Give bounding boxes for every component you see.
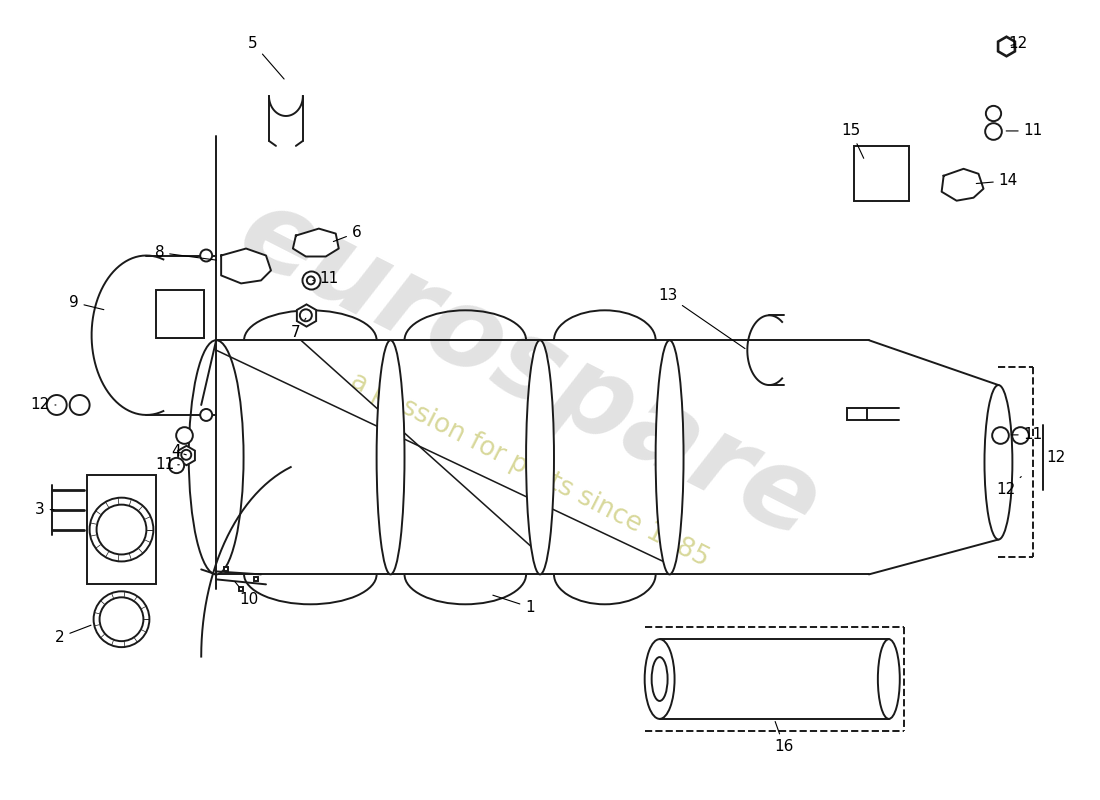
- Text: 12: 12: [997, 477, 1021, 497]
- Text: 3: 3: [35, 502, 54, 517]
- Circle shape: [47, 395, 67, 415]
- Text: eurospare: eurospare: [222, 178, 838, 562]
- Bar: [854, 146, 909, 201]
- Circle shape: [200, 250, 212, 262]
- Text: a passion for parts since 1985: a passion for parts since 1985: [346, 368, 714, 572]
- Text: 12: 12: [1046, 450, 1066, 466]
- Text: 4: 4: [172, 444, 186, 459]
- Ellipse shape: [645, 639, 674, 719]
- Ellipse shape: [189, 340, 243, 574]
- Text: 13: 13: [658, 288, 745, 349]
- Circle shape: [182, 450, 191, 460]
- Ellipse shape: [651, 657, 668, 701]
- Text: 14: 14: [977, 174, 1018, 188]
- Text: 11: 11: [1006, 123, 1043, 138]
- Text: 9: 9: [69, 295, 103, 310]
- Polygon shape: [221, 249, 271, 283]
- Text: 1: 1: [493, 595, 535, 614]
- Circle shape: [200, 409, 212, 421]
- Text: 15: 15: [842, 123, 864, 158]
- Circle shape: [97, 505, 146, 554]
- Text: 10: 10: [234, 582, 258, 607]
- Text: 6: 6: [333, 225, 362, 242]
- Text: 7: 7: [292, 318, 306, 340]
- Bar: [156, 290, 205, 338]
- Bar: [847, 408, 867, 420]
- Polygon shape: [293, 229, 339, 257]
- Text: 2: 2: [55, 626, 91, 645]
- Ellipse shape: [656, 340, 683, 574]
- Circle shape: [307, 277, 315, 285]
- Text: 5: 5: [249, 36, 284, 79]
- Text: 12: 12: [1009, 36, 1028, 50]
- Ellipse shape: [878, 639, 900, 719]
- Circle shape: [300, 310, 311, 322]
- Text: 11: 11: [1011, 427, 1043, 442]
- Text: 16: 16: [774, 722, 794, 754]
- Text: 11: 11: [156, 458, 179, 472]
- Bar: [87, 474, 156, 584]
- Circle shape: [100, 598, 143, 641]
- Text: 12: 12: [30, 398, 56, 413]
- Text: 8: 8: [154, 245, 217, 260]
- Ellipse shape: [526, 340, 554, 574]
- Text: 11: 11: [312, 271, 339, 286]
- Ellipse shape: [984, 385, 1012, 539]
- Polygon shape: [942, 169, 983, 201]
- Ellipse shape: [376, 340, 405, 574]
- Circle shape: [69, 395, 89, 415]
